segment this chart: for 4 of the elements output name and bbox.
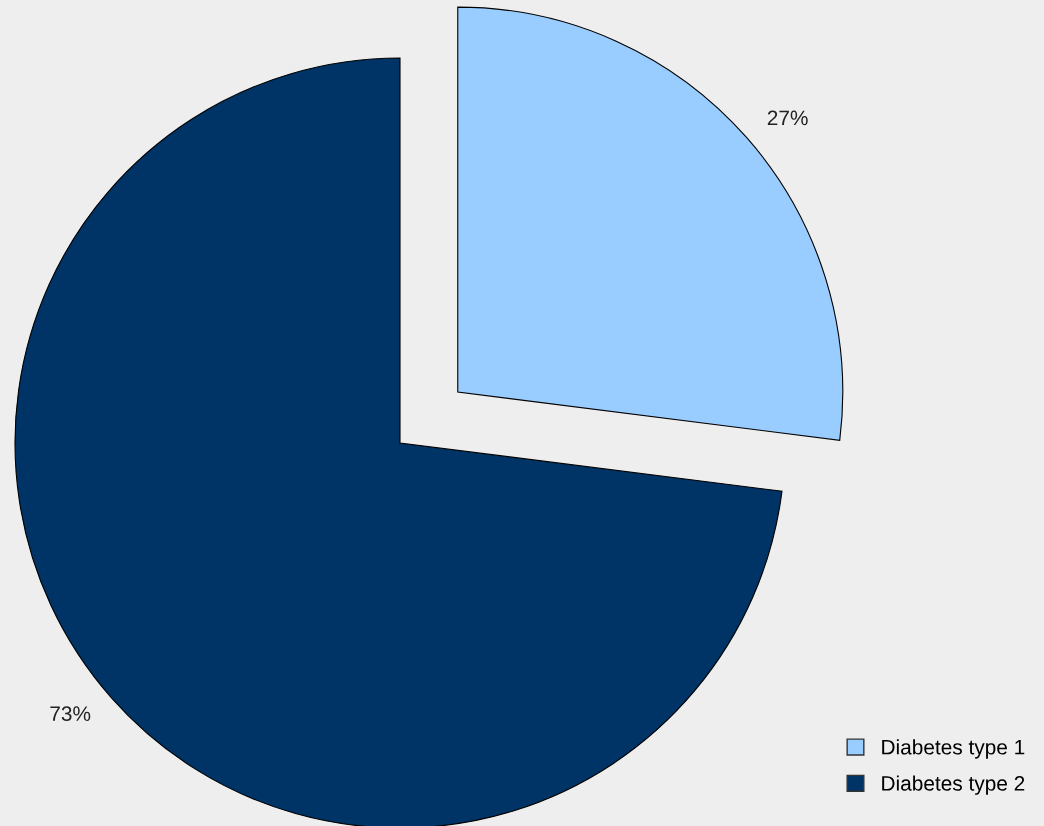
- data-label: 73%: [50, 706, 91, 722]
- data-label: 27%: [767, 110, 808, 126]
- legend-label: Diabetes type 1: [882, 739, 1025, 759]
- legend-label: Diabetes type 2: [882, 775, 1025, 795]
